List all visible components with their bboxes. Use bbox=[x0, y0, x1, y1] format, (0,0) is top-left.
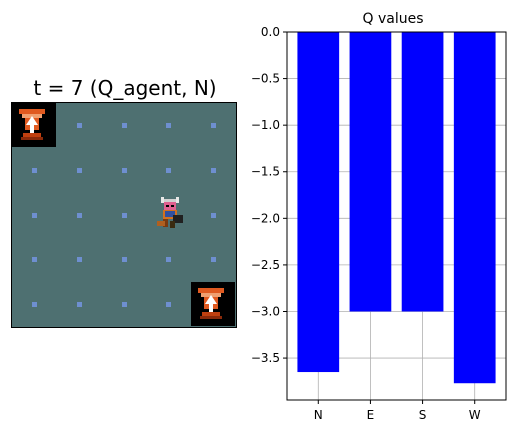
x-tick-label: E bbox=[367, 408, 375, 422]
bar-E bbox=[349, 32, 392, 312]
grid-dot bbox=[121, 122, 127, 128]
grid-dot bbox=[121, 167, 127, 173]
y-tick-label: 0.0 bbox=[261, 25, 280, 39]
grid-dot bbox=[121, 302, 127, 308]
grid-dot bbox=[166, 122, 172, 128]
y-tick-label: −3.0 bbox=[251, 304, 280, 318]
grid-dot bbox=[121, 257, 127, 263]
grid-dot bbox=[166, 302, 172, 308]
gridworld-title: t = 7 (Q_agent, N) bbox=[33, 76, 217, 100]
grid-dot bbox=[76, 212, 82, 218]
grid-dot bbox=[211, 212, 217, 218]
chart-axes bbox=[283, 31, 507, 404]
gridworld-board bbox=[11, 102, 237, 328]
grid-dot bbox=[121, 212, 127, 218]
y-tick-label: −2.0 bbox=[251, 211, 280, 225]
y-tick-label: −1.5 bbox=[251, 165, 280, 179]
chart-bars bbox=[297, 32, 496, 384]
bar-W bbox=[453, 32, 496, 384]
x-tick-label: W bbox=[469, 408, 481, 422]
chart-frame bbox=[286, 31, 507, 401]
grid-dot bbox=[76, 302, 82, 308]
grid-dot bbox=[31, 167, 37, 173]
grid-dot bbox=[76, 122, 82, 128]
goal-trophy-icon bbox=[12, 103, 56, 147]
goal-trophy-icon bbox=[191, 282, 236, 327]
grid-dot bbox=[31, 212, 37, 218]
grid-dot bbox=[166, 257, 172, 263]
bar-S bbox=[401, 32, 444, 312]
grid-dot bbox=[31, 302, 37, 308]
x-tick-label: N bbox=[314, 408, 323, 422]
grid-dot bbox=[211, 122, 217, 128]
grid-dot bbox=[76, 167, 82, 173]
chart-tick-labels: 0.0 −0.5 −1.0 −1.5 −2.0 −2.5 −3.0 −3.5 N E S W bbox=[251, 25, 481, 422]
grid-dot bbox=[211, 167, 217, 173]
bar-N bbox=[297, 32, 340, 373]
grid-dot bbox=[31, 257, 37, 263]
chart-title: Q values bbox=[362, 11, 423, 27]
grid-dot bbox=[76, 257, 82, 263]
grid-dot bbox=[166, 167, 172, 173]
y-tick-label: −1.0 bbox=[251, 118, 280, 132]
agent-sprite-icon bbox=[155, 197, 185, 231]
y-tick-label: −2.5 bbox=[251, 258, 280, 272]
y-tick-label: −0.5 bbox=[251, 72, 280, 86]
grid-dot bbox=[211, 257, 217, 263]
y-tick-label: −3.5 bbox=[251, 351, 280, 365]
x-tick-label: S bbox=[419, 408, 427, 422]
